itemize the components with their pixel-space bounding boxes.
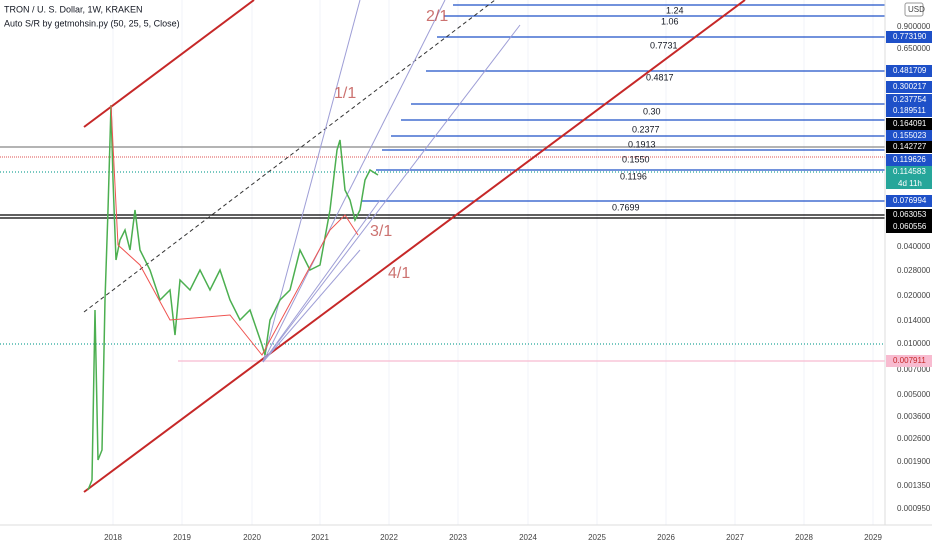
- price-tag: [886, 31, 932, 43]
- price-tag: [886, 221, 932, 233]
- price-tag: [886, 118, 932, 130]
- price-axis-tags: 0.773190 0.481709 0.300217 0.237754 0.189511…: [886, 31, 932, 367]
- price-tag: [886, 355, 932, 367]
- time-label: 2022: [380, 533, 398, 542]
- time-axis-labels: 2018 2019 2020 2021 2022 2023 2024 2025 2026 2027…: [104, 533, 882, 542]
- time-label: 2021: [311, 533, 329, 542]
- level-label: 0.2377: [632, 124, 660, 134]
- price-tag: [886, 130, 932, 142]
- price-tag: [886, 65, 932, 77]
- level-label: 1.24: [666, 5, 684, 15]
- price-label: 0.040000: [897, 242, 931, 251]
- currency-badge[interactable]: [904, 2, 924, 17]
- price-line: [87, 104, 379, 491]
- price-label: 0.000950: [897, 504, 931, 513]
- time-label: 2027: [726, 533, 744, 542]
- time-label: 2019: [173, 533, 191, 542]
- price-axis: [885, 0, 932, 525]
- symbol-title: TRON / U. S. Dollar, 1W, KRAKEN: [4, 4, 143, 14]
- fan-label: 3/1: [370, 223, 392, 240]
- price-tag-label: 0.481709: [893, 66, 927, 75]
- level-label: 0.30: [643, 106, 661, 116]
- price-tag: [886, 154, 932, 166]
- time-label: 2029: [864, 533, 882, 542]
- fan-label: 4/1: [388, 265, 410, 282]
- price-tag-label: 0.773190: [893, 32, 927, 41]
- time-label: 2028: [795, 533, 813, 542]
- fan-label: 1/1: [334, 85, 356, 102]
- time-label: 2025: [588, 533, 606, 542]
- level-label: 0.1196: [620, 171, 647, 181]
- price-label: 0.028000: [897, 266, 931, 275]
- grid: [112, 0, 874, 525]
- fan-label: 2/1: [426, 8, 448, 25]
- price-label: 0.014000: [897, 316, 931, 325]
- price-tag-label: 0.189511: [893, 106, 926, 115]
- level-label: 0.7731: [650, 40, 678, 50]
- price-axis-labels: 0.900000 0.650000 0.040000 0.028000 0.020000…: [897, 22, 931, 513]
- level-labels: 1.24 1.06 0.7731 0.4817 0.30 0.2377 0.19…: [612, 5, 684, 212]
- countdown-label: 4d 11h: [898, 179, 922, 188]
- price-label: 0.001900: [897, 457, 931, 466]
- level-label: 0.7699: [612, 202, 640, 212]
- price-tag-label: 0.300217: [893, 82, 927, 91]
- price-label: 0.900000: [897, 22, 931, 31]
- price-tag: [886, 94, 932, 106]
- price-tag-label: 0.060556: [893, 222, 927, 231]
- currency-label: USD: [908, 5, 925, 14]
- price-label: 0.001350: [897, 481, 931, 490]
- price-label: 0.020000: [897, 291, 931, 300]
- price-tag-label: 0.119626: [893, 155, 926, 164]
- price-tag: [886, 141, 932, 153]
- level-label: 0.1550: [622, 154, 650, 164]
- price-tag-label: 0.063053: [893, 210, 927, 219]
- time-label: 2020: [243, 533, 261, 542]
- price-label: 0.010000: [897, 339, 931, 348]
- price-tag-label: 0.142727: [893, 142, 927, 151]
- level-label: 0.1913: [628, 139, 656, 149]
- indicator-label: Auto S/R by getmohsin.py (50, 25, 5, Clo…: [4, 18, 180, 28]
- price-tag: [886, 105, 932, 117]
- time-label: 2018: [104, 533, 122, 542]
- price-tag: [886, 209, 932, 221]
- price-label: 0.650000: [897, 44, 931, 53]
- price-label: 0.005000: [897, 390, 931, 399]
- price-tag: [886, 81, 932, 93]
- price-line-down: [110, 104, 359, 356]
- fan-labels: 2/1 1/1 3/1 4/1: [334, 8, 448, 282]
- price-tag: [886, 195, 932, 207]
- price-tag-label: 0.007911: [893, 356, 926, 365]
- price-tag-label: 0.114583: [893, 167, 926, 176]
- level-label: 0.4817: [646, 72, 674, 82]
- price-tag-label: 0.076994: [893, 196, 927, 205]
- horizontal-levels: [0, 4, 885, 362]
- price-tag-label: 0.164091: [893, 119, 927, 128]
- time-label: 2024: [519, 533, 537, 542]
- time-label: 2023: [449, 533, 467, 542]
- time-label: 2026: [657, 533, 675, 542]
- countdown-tag: [886, 178, 932, 189]
- price-tag-label: 0.237754: [893, 95, 927, 104]
- price-label: 0.002600: [897, 434, 931, 443]
- level-label: 1.06: [661, 16, 679, 26]
- price-label: 0.003600: [897, 412, 931, 421]
- price-tag: [886, 166, 932, 178]
- price-label: 0.007000: [897, 365, 931, 374]
- trend-lines: [83, 0, 746, 493]
- price-tag-label: 0.155023: [893, 131, 927, 140]
